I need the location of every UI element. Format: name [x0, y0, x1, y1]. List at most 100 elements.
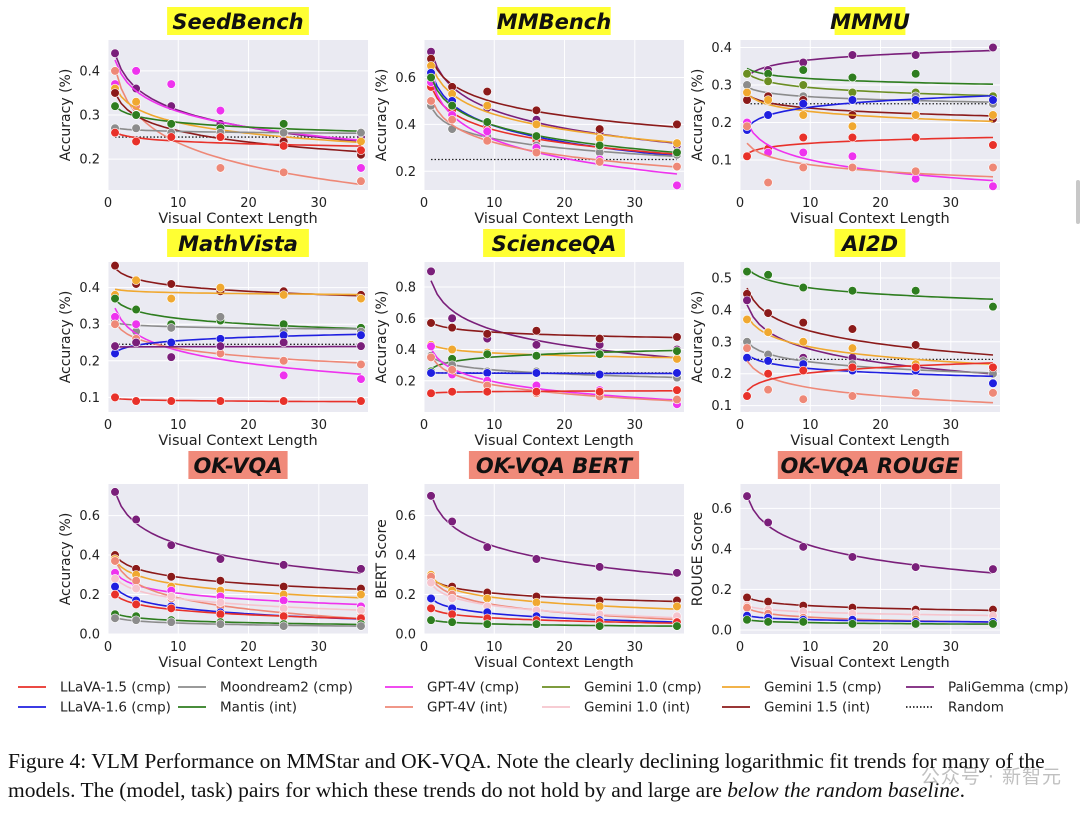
data-point-gpt-4v-cmp	[672, 180, 682, 190]
data-point-gemini-1-5-int	[531, 105, 542, 115]
data-point-llava-1-5-cmp	[356, 396, 366, 406]
legend-item-gpt-4v-cmp: GPT-4V (cmp)	[385, 680, 519, 696]
y-tick-label: 0.6	[711, 502, 732, 517]
data-point-mantis-int	[847, 619, 858, 629]
legend-item-moondream2-cmp: Moondream2 (cmp)	[178, 680, 353, 696]
figure-grid: SeedBench 0 10 20 30 0.2 0.3 0.4 Visual Context …	[18, 7, 1069, 716]
figure-caption: Figure 4: VLM Performance on MMStar and …	[8, 747, 1076, 805]
x-tick-label: 20	[872, 418, 889, 433]
panel-ok-vqa: OK-VQA 0 10 20 30 0.0 0.2 0.4 0.6 Visual Context …	[58, 451, 368, 671]
data-point-llava-1-5-cmp	[742, 151, 752, 161]
fit-line-paligemma-cmp	[430, 280, 678, 359]
data-point-gemini-1-0-cmp	[798, 80, 808, 90]
data-point-gemini-1-5-cmp	[356, 589, 366, 600]
x-tick-label: 20	[556, 196, 573, 211]
legend-item-llava-1-5-cmp: LLaVA-1.5 (cmp)	[18, 680, 171, 696]
fit-line-llava-1-5-cmp	[114, 131, 362, 147]
fit-line-gpt-4v-int	[746, 142, 994, 178]
plot-area	[424, 484, 684, 634]
data-point-paligemma-cmp	[110, 341, 120, 351]
fit-line-gemini-1-5-cmp	[430, 343, 678, 359]
fit-line-llava-1-5-cmp	[430, 607, 678, 624]
panel-title: OK-VQA BERT	[476, 454, 634, 478]
data-point-llava-1-6-cmp	[356, 330, 366, 340]
data-point-llava-1-5-cmp	[166, 603, 176, 613]
data-point-paligemma-cmp	[763, 517, 773, 528]
fit-line-llava-1-6-cmp	[114, 333, 362, 353]
data-point-gpt-4v-int	[763, 177, 773, 188]
data-point-gpt-4v-cmp	[279, 595, 289, 606]
data-point-gemini-1-5-int	[215, 576, 226, 586]
data-point-mantis-int	[742, 615, 752, 625]
legend-label: Gemini 1.0 (cmp)	[584, 680, 702, 696]
data-point-gpt-4v-int	[847, 162, 858, 173]
panel-seedbench: SeedBench 0 10 20 30 0.2 0.3 0.4 Visual Context …	[58, 7, 368, 227]
fit-line-mantis-int	[746, 267, 994, 300]
data-point-moondream2-cmp	[131, 615, 141, 625]
data-point-gemini-1-5-cmp	[531, 119, 542, 129]
data-point-llava-1-5-cmp	[911, 362, 921, 372]
data-point-gpt-4v-cmp	[988, 181, 998, 191]
data-point-moondream2-cmp	[166, 323, 176, 333]
y-tick-label: 0.1	[711, 399, 732, 414]
data-point-llava-1-5-cmp	[279, 141, 289, 151]
data-point-gemini-1-5-int	[166, 279, 176, 289]
data-point-mantis-int	[595, 621, 605, 631]
data-point-llava-1-6-cmp	[763, 110, 773, 120]
data-point-gpt-4v-cmp	[356, 163, 366, 173]
data-point-gpt-4v-cmp	[482, 126, 492, 137]
data-point-gpt-4v-int	[672, 161, 682, 172]
fit-line-mantis-int	[114, 105, 362, 132]
data-point-gpt-4v-cmp	[215, 105, 226, 116]
y-tick-label: 0.1	[711, 154, 732, 169]
caption-end: .	[959, 778, 965, 802]
data-point-mantis-int	[988, 619, 998, 629]
data-point-gemini-1-5-cmp	[215, 283, 226, 293]
data-point-paligemma-cmp	[847, 50, 858, 60]
data-point-mantis-int	[742, 266, 752, 277]
data-point-llava-1-6-cmp	[847, 95, 858, 105]
x-tick-label: 30	[627, 640, 644, 655]
data-point-gpt-4v-int	[742, 603, 752, 613]
data-point-paligemma-cmp	[531, 554, 542, 564]
data-point-mantis-int	[672, 346, 682, 356]
data-point-mantis-int	[672, 621, 682, 631]
x-axis-label: Visual Context Length	[474, 655, 633, 671]
x-tick-label: 30	[943, 640, 960, 655]
data-point-gemini-1-5-int	[595, 333, 605, 344]
data-point-llava-1-6-cmp	[798, 99, 808, 109]
x-tick-label: 0	[420, 418, 428, 433]
data-point-mantis-int	[110, 101, 120, 111]
data-point-gemini-1-5-cmp	[847, 121, 858, 131]
x-axis-label: Visual Context Length	[790, 433, 949, 449]
fit-line-mantis-int	[430, 349, 678, 370]
fit-line-gemini-1-5-int	[746, 287, 994, 356]
data-point-paligemma-cmp	[482, 542, 492, 552]
data-point-moondream2-cmp	[215, 619, 226, 629]
data-point-gemini-1-0-int	[447, 593, 457, 604]
data-point-llava-1-6-cmp	[763, 356, 773, 366]
data-point-llava-1-5-cmp	[215, 609, 226, 619]
y-tick-label: 0.2	[79, 588, 100, 603]
y-tick-label: 0.6	[395, 509, 416, 524]
data-point-llava-1-5-cmp	[166, 396, 176, 406]
fit-line-gpt-4v-cmp	[114, 572, 362, 606]
data-point-llava-1-5-cmp	[531, 387, 542, 397]
fit-line-moondream2-cmp	[114, 616, 361, 627]
data-point-paligemma-cmp	[742, 295, 752, 305]
data-point-llava-1-6-cmp	[426, 368, 436, 378]
data-point-llava-1-5-cmp	[110, 392, 120, 402]
data-point-gpt-4v-int	[988, 162, 998, 173]
data-point-paligemma-cmp	[847, 552, 858, 562]
fit-line-gpt-4v-cmp	[430, 78, 678, 175]
panel-title-highlight	[167, 229, 309, 257]
y-tick-label: 0.5	[711, 271, 732, 286]
y-tick-label: 0.0	[711, 623, 732, 638]
data-point-gpt-4v-int	[110, 66, 120, 76]
data-point-llava-1-5-cmp	[131, 136, 141, 147]
data-point-llava-1-6-cmp	[911, 95, 921, 105]
data-point-gemini-1-5-cmp	[131, 97, 141, 107]
data-point-gemini-1-5-int	[911, 340, 921, 350]
x-tick-label: 10	[170, 418, 187, 433]
page-scrollbar[interactable]	[1076, 180, 1080, 224]
